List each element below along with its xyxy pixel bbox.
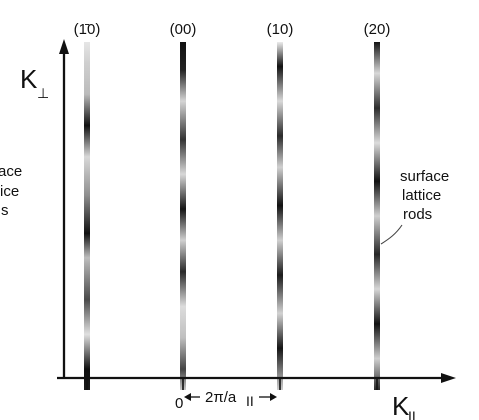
lattice-rods [84,42,380,390]
right-annotation-line-3: rods [403,206,432,223]
right-annotation: surface lattice rods [380,168,449,245]
rod-label-20: (20) [364,21,391,38]
horizontal-axis-symbol: K [392,391,410,420]
spacing-subscript: II [246,393,254,409]
horizontal-axis-subscript: II [408,408,416,420]
right-annotation-line-1: surface [400,168,449,185]
annotation-leader-line [380,224,403,245]
rod-label-1bar0: (1̄0) [74,21,101,38]
vertical-axis-arrow [59,39,69,54]
spacing-right-arrowhead [270,393,277,401]
rod-10 [277,42,283,390]
spacing-annotation: 0 2π/a II [175,389,277,412]
rod-label-10: (10) [267,21,294,38]
rod-label-00: (00) [170,21,197,38]
rod-20 [374,42,380,390]
left-annotation: ace ice s [0,163,22,219]
vertical-axis-label: K ⊥ [20,64,49,101]
left-annotation-line-2: ice [0,183,19,200]
axes [57,39,456,390]
vertical-axis-subscript: ⊥ [37,85,49,101]
rod-00 [180,42,186,390]
rod-labels: (1̄0) (00) (10) (20) [74,21,391,38]
vertical-axis-symbol: K [20,64,38,94]
spacing-left-arrowhead [184,393,191,401]
right-annotation-line-2: lattice [402,187,441,204]
left-annotation-line-3: s [1,202,9,219]
rod-bar-1-0 [84,42,90,390]
left-annotation-line-1: ace [0,163,22,180]
horizontal-axis-arrow [441,373,456,383]
horizontal-axis-label: K II [392,391,416,420]
spacing-label: 2π/a [205,389,237,406]
origin-label: 0 [175,395,183,412]
